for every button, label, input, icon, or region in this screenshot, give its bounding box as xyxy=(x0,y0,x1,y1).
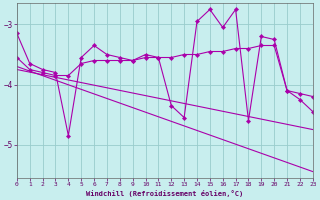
X-axis label: Windchill (Refroidissement éolien,°C): Windchill (Refroidissement éolien,°C) xyxy=(86,190,244,197)
